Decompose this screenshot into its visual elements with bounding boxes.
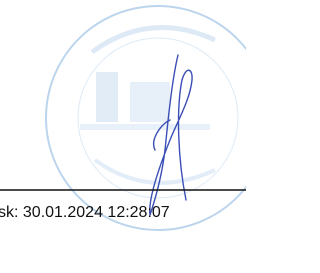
page: sk: 30.01.2024 12:28:07 — [0, 0, 246, 273]
timestamp: sk: 30.01.2024 12:28:07 — [0, 204, 170, 221]
stamp — [46, 6, 246, 230]
signature — [150, 55, 192, 215]
